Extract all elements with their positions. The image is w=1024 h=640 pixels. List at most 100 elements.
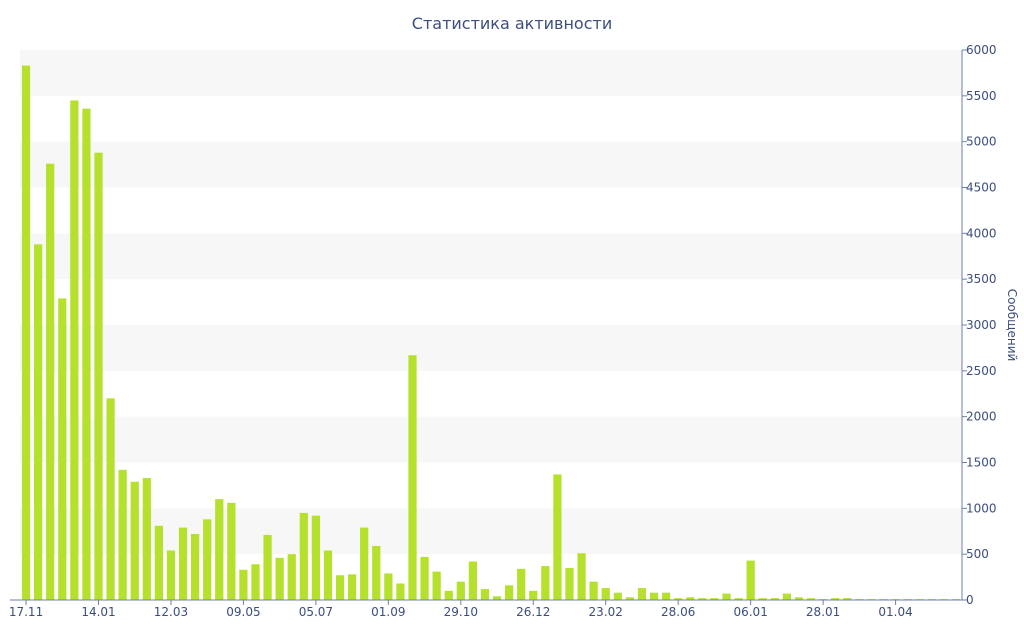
bar[interactable] xyxy=(46,163,55,600)
x-tick-label: 28.01 xyxy=(806,605,840,619)
bar[interactable] xyxy=(34,244,43,601)
bar[interactable] xyxy=(625,597,634,600)
bar[interactable] xyxy=(94,152,103,600)
bar[interactable] xyxy=(191,534,200,600)
bar[interactable] xyxy=(480,589,490,600)
bar[interactable] xyxy=(130,481,139,600)
bar[interactable] xyxy=(106,398,115,600)
bar[interactable] xyxy=(444,590,453,600)
x-tick-label: 14.01 xyxy=(81,605,115,619)
x-tick-label: 12.03 xyxy=(154,605,188,619)
bar[interactable] xyxy=(698,598,707,600)
bar[interactable] xyxy=(263,534,272,600)
bar[interactable] xyxy=(637,588,647,600)
bar[interactable] xyxy=(601,588,610,600)
bar[interactable] xyxy=(492,596,502,600)
bar[interactable] xyxy=(396,583,405,601)
bar[interactable] xyxy=(215,499,224,600)
bar[interactable] xyxy=(782,593,791,600)
y-axis: 0 500 1000 1500 2000 2500 3000 3500 4000 4500 5000… xyxy=(961,43,997,607)
bar[interactable] xyxy=(770,598,779,600)
bar[interactable] xyxy=(420,556,429,600)
bar[interactable] xyxy=(553,474,562,600)
bar[interactable] xyxy=(734,598,743,600)
bar[interactable] xyxy=(589,581,598,600)
x-tick-label: 26.12 xyxy=(516,605,550,619)
bar[interactable] xyxy=(831,598,840,600)
bar[interactable] xyxy=(456,581,465,600)
bar[interactable] xyxy=(142,478,151,600)
bar[interactable] xyxy=(287,554,296,600)
x-tick-label: 09.05 xyxy=(226,605,260,619)
x-tick-label: 01.09 xyxy=(371,605,405,619)
chart-title: Статистика активности xyxy=(411,14,613,33)
bar[interactable] xyxy=(239,569,248,600)
x-tick-label: 29.10 xyxy=(444,605,478,619)
bar[interactable] xyxy=(166,550,176,601)
bar[interactable] xyxy=(794,597,804,600)
bar-series xyxy=(21,65,961,601)
bar[interactable] xyxy=(227,502,236,600)
bar[interactable] xyxy=(70,100,79,601)
bar[interactable] xyxy=(348,574,357,600)
bar[interactable] xyxy=(613,592,622,600)
bar[interactable] xyxy=(58,298,67,600)
bar[interactable] xyxy=(432,571,441,600)
bar[interactable] xyxy=(649,592,659,600)
x-tick-label: 17.11 xyxy=(9,605,43,619)
x-axis: 17.11 14.01 12.03 09.05 05.07 01.09 29.10 26.12… xyxy=(9,599,962,619)
bar[interactable] xyxy=(686,597,695,600)
bar[interactable] xyxy=(843,598,852,600)
bar[interactable] xyxy=(662,592,671,600)
bar[interactable] xyxy=(577,553,586,600)
bar[interactable] xyxy=(275,557,284,600)
grid-band xyxy=(20,325,962,371)
y-tick-label: 4500 xyxy=(966,181,997,195)
y-tick-label: 5500 xyxy=(966,89,997,103)
bar[interactable] xyxy=(82,108,91,601)
bar[interactable] xyxy=(323,550,333,601)
x-tick-label: 28.06 xyxy=(661,605,695,619)
bar[interactable] xyxy=(408,355,417,600)
bar[interactable] xyxy=(372,545,381,600)
y-tick-label: 3000 xyxy=(966,318,997,332)
bar[interactable] xyxy=(178,527,188,600)
bar[interactable] xyxy=(758,598,767,600)
bar[interactable] xyxy=(311,515,320,600)
y-tick-label: 500 xyxy=(966,547,989,561)
bar[interactable] xyxy=(384,573,393,600)
bar[interactable] xyxy=(360,527,369,600)
bar[interactable] xyxy=(335,575,345,600)
y-tick-label: 6000 xyxy=(966,43,997,57)
bar[interactable] xyxy=(203,519,212,600)
bar[interactable] xyxy=(517,568,526,600)
bar[interactable] xyxy=(746,560,755,600)
bar[interactable] xyxy=(251,564,260,600)
grid-band xyxy=(20,416,962,463)
bar[interactable] xyxy=(674,598,683,600)
bar[interactable] xyxy=(299,512,308,600)
bar[interactable] xyxy=(565,567,574,600)
bar[interactable] xyxy=(154,525,163,600)
x-tick-label: 23.02 xyxy=(589,605,623,619)
bar[interactable] xyxy=(21,65,31,601)
bar[interactable] xyxy=(529,590,538,600)
y-tick-label: 1000 xyxy=(966,501,997,515)
bar[interactable] xyxy=(541,566,550,600)
x-tick-label: 06.01 xyxy=(733,605,767,619)
bar[interactable] xyxy=(468,561,477,601)
grid-bands xyxy=(20,50,962,555)
y-tick-label: 1500 xyxy=(966,456,997,470)
y-tick-label: 5000 xyxy=(966,135,997,149)
bar[interactable] xyxy=(505,585,514,600)
grid-band xyxy=(20,233,962,280)
x-tick-label: 01.04 xyxy=(878,605,912,619)
y-tick-label: 0 xyxy=(966,593,974,607)
bar[interactable] xyxy=(722,593,731,600)
bar[interactable] xyxy=(710,598,719,600)
bar[interactable] xyxy=(806,598,816,600)
bar[interactable] xyxy=(118,469,127,600)
y-axis-title: Сообщений xyxy=(1005,289,1019,362)
y-tick-label: 4000 xyxy=(966,226,997,240)
